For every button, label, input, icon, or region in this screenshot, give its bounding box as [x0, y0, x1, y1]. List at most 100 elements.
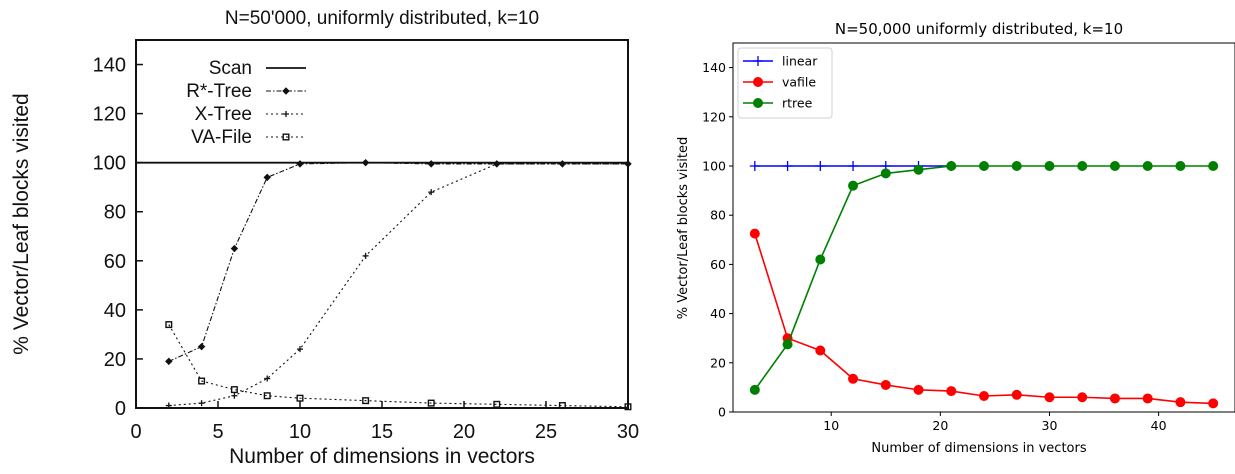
right-point-vafile	[815, 345, 826, 356]
left-point-x-tree	[362, 252, 369, 259]
left-chart-title: N=50'000, uniformly distributed, k=10	[225, 8, 539, 29]
left-point-x-tree	[625, 160, 631, 167]
right-legend-marker-vafile	[753, 77, 763, 87]
left-legend-marker-r-tree	[282, 87, 290, 95]
left-point-r-tree	[230, 244, 239, 253]
left-point-x-tree	[165, 402, 172, 409]
right-point-rtree	[1044, 161, 1055, 171]
left-point-x-tree	[428, 189, 435, 196]
right-point-rtree	[1109, 161, 1120, 171]
left-series-line-va-file	[168, 324, 629, 408]
left-point-x-tree	[297, 346, 303, 353]
right-point-vafile	[749, 228, 760, 239]
right-point-vafile	[1142, 393, 1153, 404]
left-x-tick-label: 30	[617, 421, 639, 443]
right-point-rtree	[1077, 161, 1088, 171]
right-point-rtree	[815, 254, 826, 265]
left-y-ticks: 0 20 40 60 80 100 120 140	[93, 55, 143, 420]
left-y-tick-label: 80	[104, 202, 126, 224]
left-y-tick-label: 20	[104, 349, 126, 371]
right-x-tick-label: 10	[823, 418, 839, 433]
right-legend-label-rtree: rtree	[782, 96, 813, 111]
right-point-rtree	[1208, 161, 1219, 171]
right-point-linear	[749, 161, 760, 171]
left-x-tick-label: 10	[289, 421, 311, 443]
left-point-va-file	[362, 397, 370, 405]
left-y-tick-label: 60	[104, 251, 126, 273]
left-point-va-file	[230, 386, 238, 394]
right-point-vafile	[979, 391, 989, 402]
right-point-vafile	[1044, 392, 1055, 403]
left-point-r-tree	[197, 342, 206, 351]
left-chart: N=50'000, uniformly distributed, k=10 0 2…	[10, 8, 639, 468]
left-legend-label-va-file: VA-File	[191, 127, 252, 148]
right-legend-label-linear: linear	[782, 54, 818, 69]
left-x-axis-label: Number of dimensions in vectors	[229, 445, 535, 468]
left-y-axis-label: % Vector/Leaf blocks visited	[10, 93, 33, 354]
right-chart-title: N=50,000 uniformly distributed, k=10	[835, 20, 1123, 38]
left-point-x-tree	[231, 392, 238, 399]
left-point-va-file	[558, 402, 566, 410]
right-plot-frame	[732, 42, 1235, 413]
right-y-tick-label: 40	[710, 306, 726, 321]
left-series-line-x-tree	[168, 163, 628, 407]
left-point-va-file	[493, 400, 501, 408]
right-series-line-rtree	[754, 165, 1214, 391]
right-point-vafile	[1208, 398, 1219, 409]
left-legend-label-r-tree: R*-Tree	[186, 81, 252, 102]
left-y-tick-label: 140	[93, 55, 126, 77]
right-point-linear	[782, 161, 793, 171]
right-point-rtree	[946, 161, 957, 171]
left-point-x-tree	[198, 400, 205, 407]
right-point-rtree	[1011, 161, 1022, 171]
right-point-vafile	[946, 386, 957, 397]
right-series-group	[749, 161, 1219, 409]
left-x-tick-label: 5	[212, 421, 223, 443]
left-legend-label-x-tree: X-Tree	[195, 104, 252, 125]
right-point-vafile	[1109, 393, 1120, 404]
left-point-x-tree	[559, 160, 566, 167]
right-y-axis-label: % Vector/Leaf blocks visited	[676, 137, 691, 319]
right-x-axis-label: Number of dimensions in vectors	[871, 441, 1086, 456]
right-y-tick-label: 100	[702, 159, 726, 174]
left-point-r-tree	[296, 160, 304, 168]
left-point-va-file	[427, 399, 435, 407]
left-x-ticks: 0 5 10 15 20 25 30	[130, 401, 639, 443]
left-y-tick-label: 100	[93, 153, 126, 175]
left-point-va-file	[624, 403, 632, 411]
right-y-tick-label: 0	[718, 405, 726, 420]
left-x-tick-label: 0	[130, 421, 141, 443]
left-point-x-tree	[264, 375, 271, 382]
right-point-vafile	[1077, 392, 1088, 403]
left-legend-marker-va-file	[282, 133, 290, 141]
right-y-tick-label: 20	[710, 355, 726, 370]
right-x-tick-label: 20	[932, 418, 948, 433]
left-y-tick-label: 120	[93, 104, 126, 126]
left-y-tick-label: 40	[104, 300, 126, 322]
right-point-rtree	[848, 180, 859, 191]
right-x-tick-label: 30	[1042, 418, 1058, 433]
right-point-vafile	[848, 373, 859, 384]
left-point-r-tree	[165, 357, 173, 366]
left-y-tick-label: 0	[115, 398, 126, 420]
right-point-vafile	[913, 384, 924, 395]
left-point-va-file	[165, 321, 173, 329]
right-point-rtree	[913, 164, 924, 175]
right-point-rtree	[782, 339, 793, 350]
left-point-x-tree	[493, 160, 500, 167]
right-point-rtree	[880, 168, 891, 179]
left-x-tick-label: 20	[453, 421, 475, 443]
left-point-va-file	[198, 377, 206, 385]
right-legend-marker-linear	[753, 56, 763, 66]
right-y-ticks: 0 20 40 60 80 100 120 140	[702, 60, 733, 420]
left-x-tick-label: 15	[371, 421, 393, 443]
right-y-tick-label: 120	[702, 109, 726, 124]
right-legend-marker-rtree	[753, 98, 763, 108]
left-point-va-file	[263, 392, 271, 400]
left-point-r-tree	[427, 160, 435, 168]
right-chart: N=50,000 uniformly distributed, k=10 0 20…	[655, 0, 1235, 469]
left-legend-label-scan: Scan	[209, 58, 252, 79]
right-point-rtree	[1175, 161, 1186, 171]
left-chart-svg: N=50'000, uniformly distributed, k=10 0 2…	[10, 8, 639, 468]
